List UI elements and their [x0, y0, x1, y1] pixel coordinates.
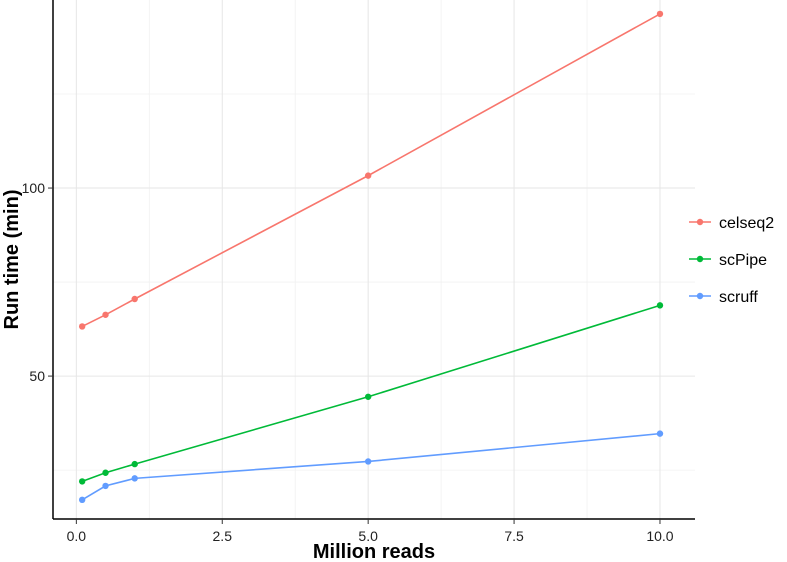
series-line — [81, 304, 661, 483]
data-point — [131, 460, 138, 468]
data-point — [102, 482, 109, 490]
legend-key-point — [696, 218, 704, 226]
legend-key-point — [696, 292, 704, 300]
y-tick-label: 100 — [22, 180, 46, 196]
data-point — [78, 323, 86, 330]
series-line — [81, 432, 661, 501]
series-layer — [78, 10, 664, 504]
grid-lines — [53, 0, 695, 519]
data-point — [78, 496, 86, 504]
x-tick-label: 5.0 — [358, 528, 378, 544]
x-axis-title: Million reads — [313, 541, 435, 562]
series-line — [81, 13, 661, 328]
data-point — [131, 475, 138, 482]
series-scPipe — [78, 302, 664, 485]
legend-item-scruff: scruff — [689, 289, 758, 306]
y-tick-label: 50 — [29, 368, 45, 384]
legend-item-celseq2: celseq2 — [689, 215, 774, 232]
series-celseq2 — [78, 10, 664, 330]
data-point — [78, 478, 86, 485]
legend: celseq2 scPipe scruff — [689, 215, 774, 306]
legend-label: scPipe — [719, 252, 767, 269]
series-scruff — [78, 430, 664, 504]
data-point — [656, 302, 664, 309]
x-tick-label: 0.0 — [67, 528, 87, 544]
data-point — [102, 311, 109, 318]
legend-item-scPipe: scPipe — [689, 252, 767, 269]
data-point — [364, 393, 372, 400]
legend-label: scruff — [719, 289, 758, 306]
data-point — [364, 458, 372, 465]
data-point — [364, 172, 372, 179]
axes — [52, 0, 695, 520]
x-tick-label: 2.5 — [213, 528, 233, 544]
x-tick-label: 10.0 — [646, 528, 673, 544]
ticks: 0.0 2.5 5.0 7.5 10.0 50 100 — [22, 180, 674, 544]
y-axis-title: Run time (min) — [1, 190, 23, 330]
legend-key-point — [696, 255, 704, 263]
data-point — [656, 430, 664, 437]
data-point — [102, 469, 109, 476]
data-point — [656, 10, 664, 18]
legend-label: celseq2 — [719, 215, 774, 232]
x-tick-label: 7.5 — [504, 528, 524, 544]
data-point — [131, 295, 138, 303]
